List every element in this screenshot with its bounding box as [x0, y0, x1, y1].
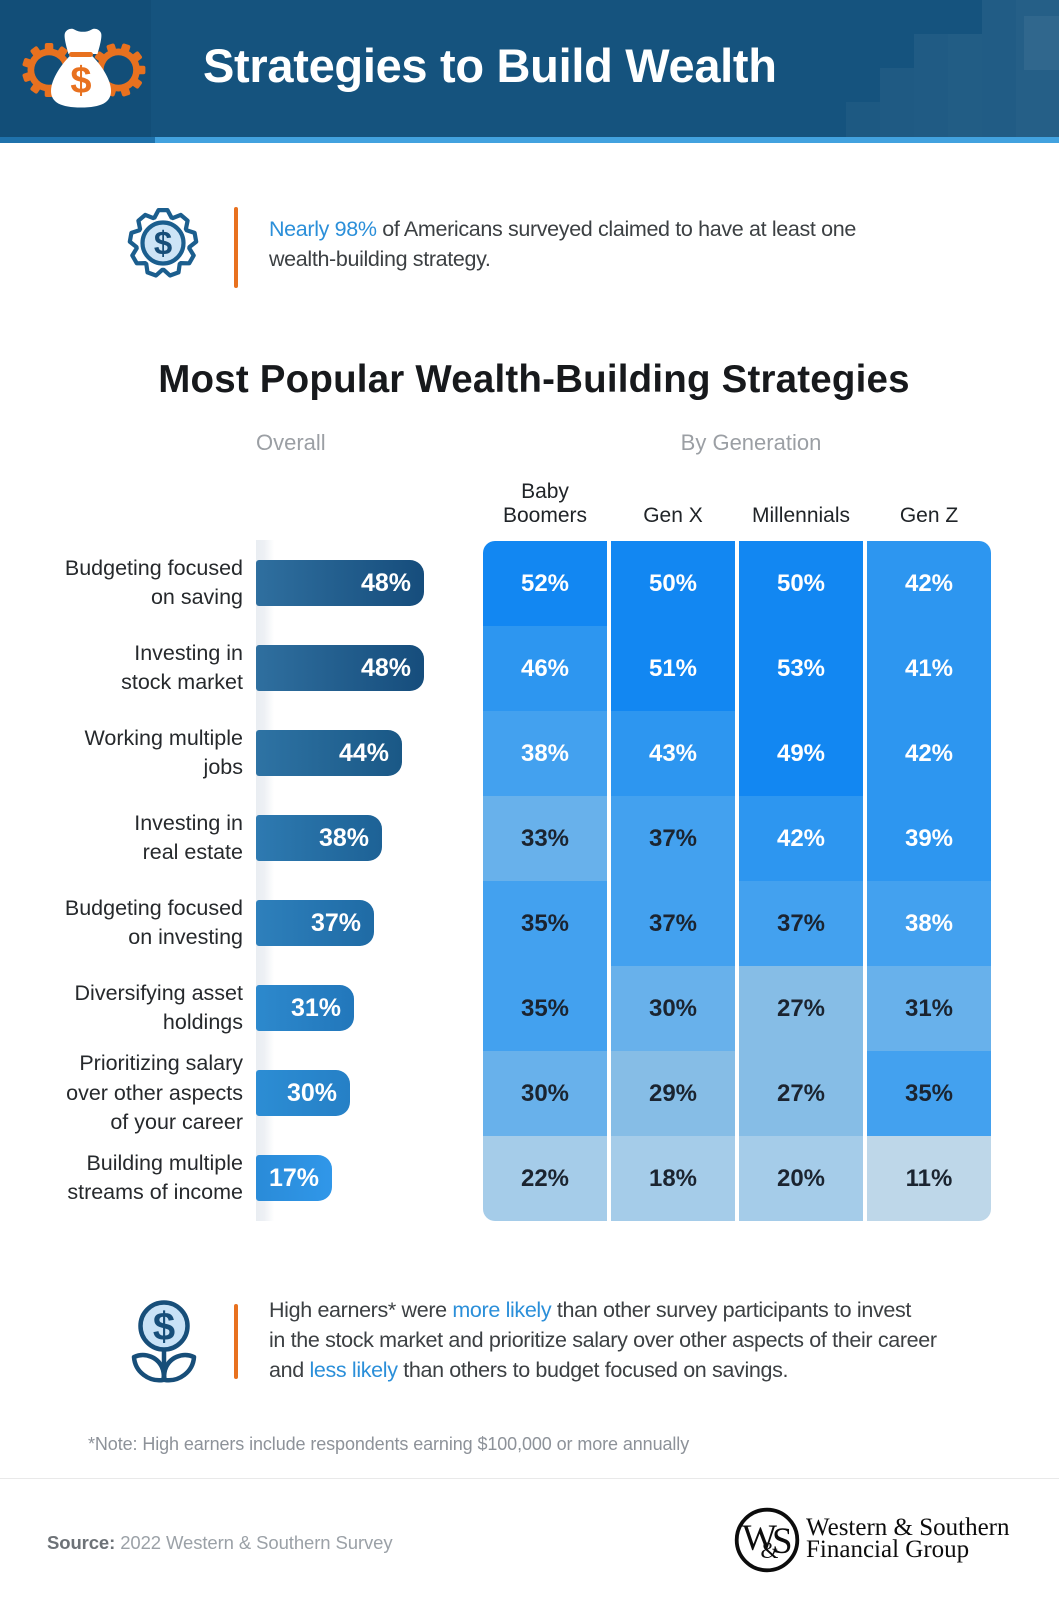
svg-text:W: W — [742, 1518, 777, 1559]
svg-text:$: $ — [154, 225, 172, 262]
svg-text:S: S — [772, 1521, 793, 1562]
svg-text:$: $ — [70, 60, 91, 102]
svg-text:$: $ — [153, 1305, 175, 1349]
svg-text:&: & — [761, 1538, 779, 1563]
